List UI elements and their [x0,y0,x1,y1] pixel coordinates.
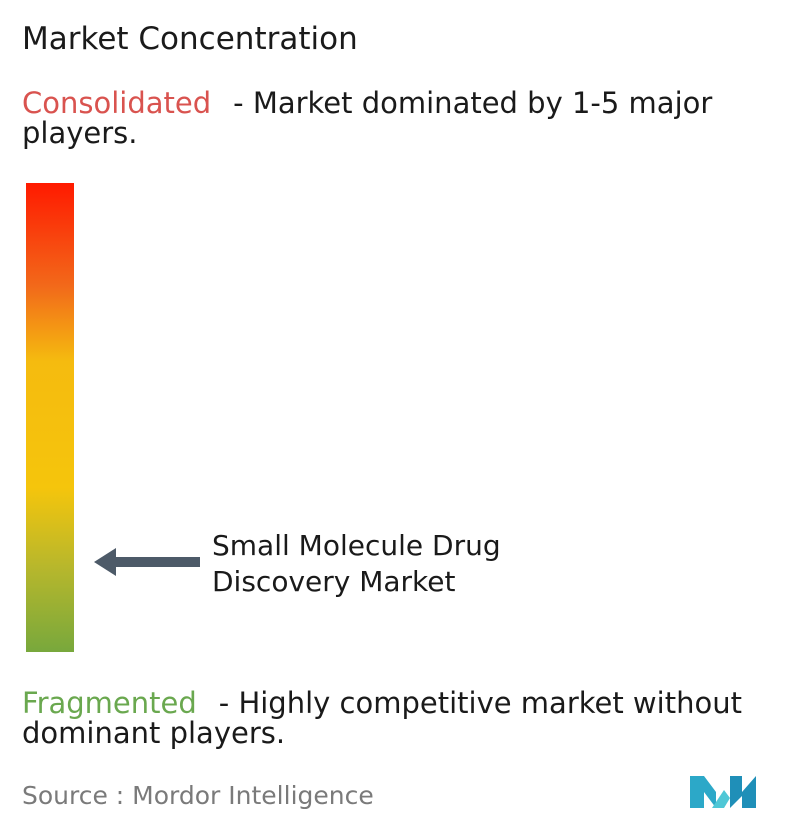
concentration-gradient-bar [26,183,74,652]
fragmented-label: Fragmented [22,686,197,720]
fragmented-description: Fragmented - Highly competitive market wi… [22,688,792,748]
market-label-line1: Small Molecule Drug [212,529,501,562]
consolidated-label: Consolidated [22,86,212,120]
consolidated-text: - Market dominated by 1-5 major players. [22,86,713,150]
mordor-intelligence-logo-icon [690,776,756,808]
fragmented-text: - Highly competitive market without domi… [22,686,742,750]
market-label: Small Molecule Drug Discovery Market [212,528,501,600]
market-position-arrow-icon [94,548,200,576]
market-label-line2: Discovery Market [212,565,456,598]
chart-title: Market Concentration [22,21,358,57]
consolidated-description: Consolidated - Market dominated by 1-5 ma… [22,88,792,148]
source-text: Source : Mordor Intelligence [22,781,374,810]
